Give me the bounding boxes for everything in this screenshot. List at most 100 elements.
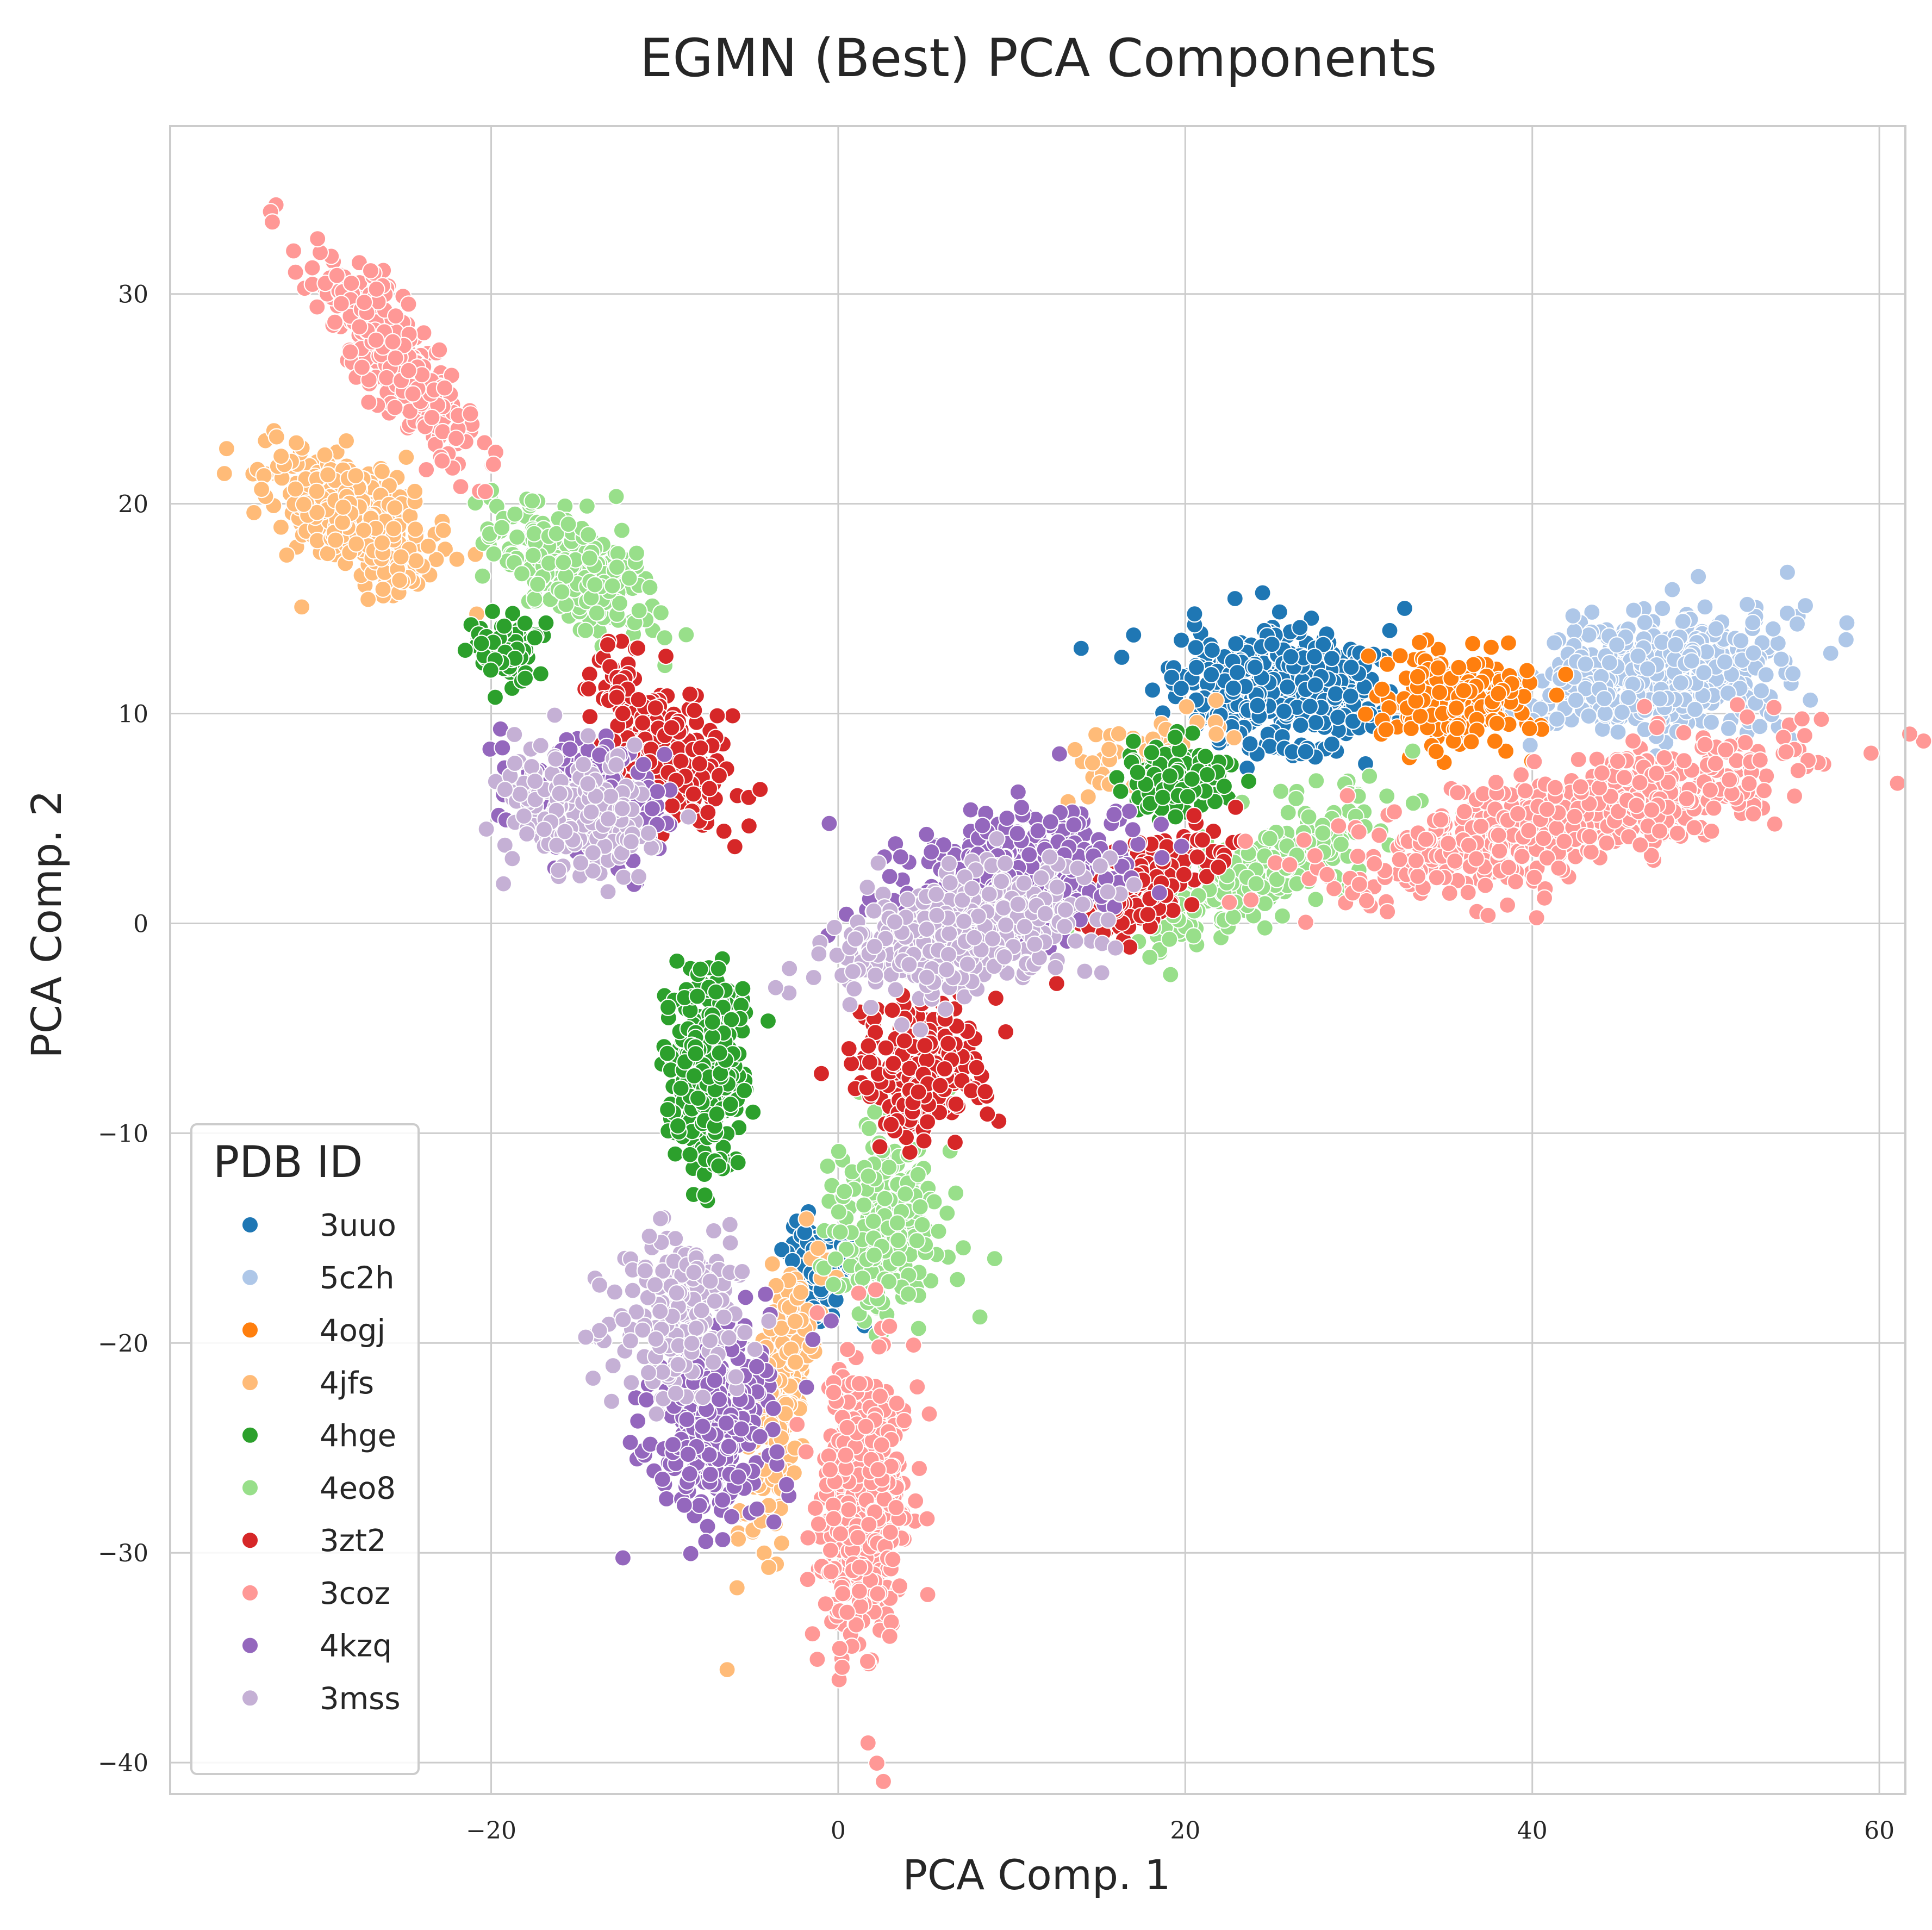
point-5c2h	[1788, 615, 1806, 633]
point-3coz	[1391, 851, 1409, 869]
point-4eo8	[630, 602, 648, 620]
point-4hge	[516, 614, 534, 632]
point-4ogj	[1488, 714, 1506, 732]
point-4hge	[685, 1067, 703, 1085]
point-4hge	[1143, 744, 1161, 762]
point-3coz	[400, 362, 417, 379]
point-3coz	[1297, 913, 1314, 931]
point-3zt2	[968, 1059, 986, 1076]
point-4ogj	[1427, 743, 1445, 761]
point-4hge	[483, 602, 502, 620]
point-3uuo	[1241, 734, 1259, 753]
point-4ogj	[1464, 656, 1482, 674]
point-4hge	[689, 1089, 707, 1107]
point-4jfs	[215, 464, 233, 483]
point-4eo8	[485, 545, 503, 563]
point-3coz	[1370, 826, 1388, 844]
point-4jfs	[359, 590, 377, 608]
point-3coz	[1628, 796, 1646, 814]
point-5c2h	[1548, 710, 1566, 728]
point-3uuo	[1226, 589, 1244, 608]
point-3uuo	[1270, 603, 1288, 621]
point-3coz	[384, 333, 402, 351]
point-3zt2	[646, 699, 664, 717]
point-4jfs	[1207, 725, 1225, 743]
point-4ogj	[1548, 686, 1566, 704]
point-4ogj	[1518, 662, 1536, 680]
point-4jfs	[286, 480, 304, 498]
point-4hge	[669, 1117, 687, 1135]
point-5c2h	[1600, 653, 1618, 672]
point-3zt2	[1185, 806, 1203, 825]
point-4hge	[687, 1044, 705, 1063]
point-4jfs	[730, 1530, 747, 1548]
point-3uuo	[1186, 605, 1204, 623]
point-4eo8	[830, 1142, 847, 1160]
point-4eo8	[627, 544, 646, 562]
point-4jfs	[319, 466, 337, 484]
point-3zt2	[877, 1039, 895, 1057]
point-3zt2	[901, 1143, 919, 1161]
point-3zt2	[916, 1036, 934, 1055]
point-5c2h	[1696, 598, 1714, 616]
point-3uuo	[1305, 648, 1323, 665]
point-4jfs	[1087, 726, 1105, 744]
point-3zt2	[690, 755, 709, 773]
point-3coz	[284, 242, 303, 260]
point-3coz	[387, 349, 404, 367]
point-3uuo	[1187, 638, 1205, 657]
point-3zt2	[871, 1138, 889, 1156]
point-3coz	[1525, 868, 1543, 886]
point-4ogj	[1377, 721, 1395, 739]
point-3uuo	[1144, 681, 1162, 699]
point-3zt2	[701, 780, 719, 798]
point-4eo8	[1287, 789, 1305, 808]
point-5c2h	[1752, 682, 1771, 700]
point-4hge	[1183, 770, 1201, 788]
point-3coz	[1512, 766, 1530, 784]
point-4jfs	[786, 1353, 805, 1371]
point-4eo8	[1261, 830, 1279, 848]
point-4eo8	[826, 1250, 845, 1268]
point-3coz	[1900, 725, 1918, 743]
point-4hge	[1183, 724, 1201, 742]
point-3coz	[367, 280, 385, 298]
point-3uuo	[1125, 626, 1143, 644]
point-3zt2	[699, 804, 717, 821]
point-5c2h	[1757, 666, 1775, 684]
point-4ogj	[1373, 680, 1391, 698]
point-4eo8	[588, 604, 606, 622]
point-3coz	[1572, 777, 1590, 796]
point-3coz	[1766, 815, 1784, 833]
point-4eo8	[1332, 835, 1350, 854]
point-4eo8	[506, 505, 524, 523]
point-4hge	[668, 952, 686, 970]
point-3coz	[1755, 782, 1773, 800]
point-3coz	[1407, 851, 1425, 870]
point-3zt2	[708, 707, 726, 725]
point-3coz	[1631, 836, 1649, 854]
point-4hge	[729, 1154, 747, 1172]
point-4eo8	[641, 578, 659, 596]
point-3uuo	[1342, 658, 1360, 676]
point-4jfs	[333, 513, 352, 532]
point-5c2h	[1567, 691, 1585, 709]
point-4hge	[1215, 777, 1233, 795]
point-3coz	[435, 379, 454, 397]
point-4ogj	[1482, 638, 1500, 656]
point-4hge	[1166, 728, 1184, 746]
point-3coz	[328, 266, 346, 284]
point-4ogj	[1411, 633, 1429, 651]
point-3coz	[1459, 883, 1477, 901]
point-3coz	[360, 393, 378, 411]
point-3uuo	[1072, 639, 1090, 657]
point-3uuo	[1306, 676, 1324, 694]
point-4eo8	[513, 565, 531, 583]
point-3coz	[386, 399, 404, 416]
point-3zt2	[630, 690, 647, 709]
point-3zt2	[634, 714, 652, 732]
point-5c2h	[1764, 620, 1782, 638]
point-4eo8	[603, 577, 621, 595]
point-3uuo	[1381, 621, 1399, 639]
point-4eo8	[576, 621, 595, 639]
